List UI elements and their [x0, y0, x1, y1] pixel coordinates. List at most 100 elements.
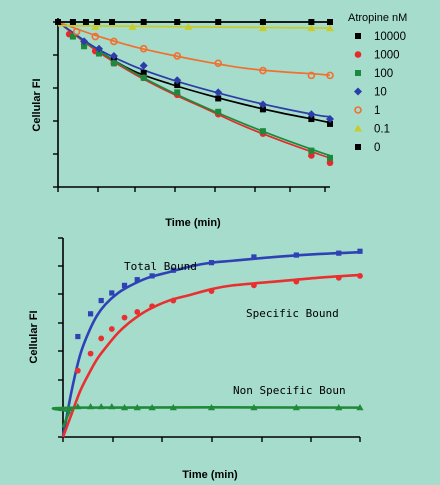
chart-bottom-point-non-specific-boun	[108, 403, 116, 410]
chart-bottom-y-label: Cellular FI	[28, 310, 40, 363]
chart-top-point-1	[91, 32, 100, 41]
chart-top-point-0	[215, 19, 222, 25]
chart-bottom-point-specific-bound	[121, 314, 128, 321]
chart-top-point-0-1	[91, 22, 100, 30]
chart-top-point-1	[139, 44, 148, 53]
chart-bottom-point-non-specific-boun	[74, 403, 82, 410]
legend-label-0-1: 0.1	[374, 124, 390, 136]
chart-bottom-point-total-bound	[293, 252, 299, 258]
chart-bottom-point-specific-bound	[87, 350, 94, 357]
chart-bottom-point-specific-bound	[357, 273, 363, 279]
chart-bottom-point-non-specific-boun	[169, 404, 177, 411]
chart-top-point-100	[174, 89, 181, 96]
chart-bottom-point-non-specific-boun	[292, 404, 300, 411]
chart-top-point-10	[258, 100, 267, 109]
chart-bottom-point-specific-bound	[108, 326, 115, 332]
chart-top-point-10000	[174, 82, 181, 89]
chart-bottom-point-total-bound	[121, 282, 128, 288]
chart-top-point-1	[72, 27, 81, 36]
chart-bottom-point-non-specific-boun	[86, 403, 95, 410]
legend-marker-1	[354, 106, 362, 114]
legend-marker-1000	[354, 51, 362, 58]
chart-bottom-point-non-specific-boun	[97, 403, 105, 410]
chart-top-point-1000	[308, 152, 315, 159]
chart-top-point-0-1	[326, 24, 334, 32]
chart-bottom-point-total-bound	[336, 250, 342, 256]
chart-top-point-1	[214, 59, 223, 68]
label-specific-bound: Specific Bound	[246, 307, 339, 320]
chart-top-fit-c01	[57, 24, 331, 29]
chart-top-point-10000	[140, 69, 147, 76]
chart-top-x-label: Time (min)	[165, 217, 221, 229]
legend-title: Atropine nM	[348, 12, 407, 24]
chart-top-point-10000	[259, 106, 266, 113]
chart-bottom-point-non-specific-boun	[207, 404, 216, 411]
legend-label-10000: 10000	[374, 31, 406, 43]
chart-bottom-point-total-bound	[75, 333, 81, 340]
chart-bottom-point-specific-bound	[98, 335, 105, 342]
chart-top-point-100	[69, 33, 76, 40]
legend-marker-0-1	[354, 124, 362, 132]
chart-top-point-0	[94, 19, 101, 25]
label-total-bound: Total Bound	[124, 260, 197, 273]
chart-top-data-points	[55, 19, 334, 167]
chart-bottom-point-total-bound	[357, 248, 363, 254]
chart-bottom-point-non-specific-boun	[65, 404, 73, 412]
chart-top-point-100	[140, 74, 147, 81]
chart-top-point-0-1	[258, 24, 267, 32]
chart-bottom-point-total-bound	[98, 297, 104, 304]
chart-bottom-data-points	[65, 248, 364, 412]
chart-top-point-100	[110, 60, 117, 67]
chart-top-point-0	[308, 19, 315, 25]
chart-top-point-0-1	[128, 22, 137, 30]
chart-bottom-x-label: Time (min)	[182, 469, 238, 481]
chart-top-point-10	[326, 115, 334, 124]
legend-label-0: 0	[374, 142, 380, 154]
chart-top-point-10000	[308, 116, 315, 123]
chart-bottom-point-specific-bound	[149, 303, 156, 310]
chart-bottom-point-non-specific-boun	[335, 404, 343, 411]
chart-bottom-point-total-bound	[251, 254, 257, 260]
chart-bottom-point-specific-bound	[170, 297, 177, 304]
legend-marker-100	[355, 70, 361, 76]
chart-top-point-100	[327, 154, 333, 161]
legend-label-10: 10	[374, 87, 387, 99]
chart-top-point-1	[307, 71, 316, 80]
chart-top-point-0	[174, 19, 181, 25]
legend-marker-0	[355, 144, 361, 150]
chart-top-point-10000	[215, 95, 222, 102]
chart-top-legend: Atropine nM 10000 1000 100 10 1 0.1 0	[348, 12, 407, 154]
chart-bottom-point-total-bound	[134, 277, 140, 283]
chart-top-point-10	[173, 76, 182, 85]
chart-bottom-point-non-specific-boun	[120, 404, 129, 411]
chart-top-point-0-1	[184, 22, 193, 30]
chart-top-point-100	[81, 43, 88, 50]
chart-top-point-0	[82, 19, 89, 25]
chart-bottom-point-specific-bound	[74, 367, 81, 374]
chart-bottom-point-total-bound	[208, 260, 215, 266]
chart-bottom-point-specific-bound	[134, 309, 141, 315]
chart-bottom-point-non-specific-boun	[133, 404, 141, 411]
chart-top-point-1	[173, 52, 182, 60]
legend-label-1000: 1000	[374, 50, 400, 62]
label-non-specific-bound: Non Specific Boun	[233, 384, 346, 397]
chart-top-point-10	[94, 44, 103, 53]
chart-bottom-point-total-bound	[149, 273, 155, 279]
chart-top-point-1	[326, 71, 334, 80]
legend-label-1: 1	[374, 105, 380, 117]
chart-top-point-10	[214, 88, 223, 97]
chart-top-point-100	[308, 147, 315, 154]
chart-top-point-1000	[326, 159, 334, 167]
chart-top-point-1	[110, 37, 118, 46]
chart-top-point-100	[259, 128, 266, 135]
chart-bottom: Cellular FI Time (min) Total Bound Speci…	[28, 237, 364, 481]
chart-bottom-point-specific-bound	[335, 274, 342, 281]
chart-top-point-10	[307, 110, 316, 119]
chart-bottom-point-non-specific-boun	[250, 404, 258, 411]
chart-top-point-100	[95, 50, 102, 57]
chart-bottom-point-total-bound	[170, 267, 176, 273]
chart-top-point-0	[327, 19, 333, 25]
chart-top-point-0	[259, 19, 266, 25]
